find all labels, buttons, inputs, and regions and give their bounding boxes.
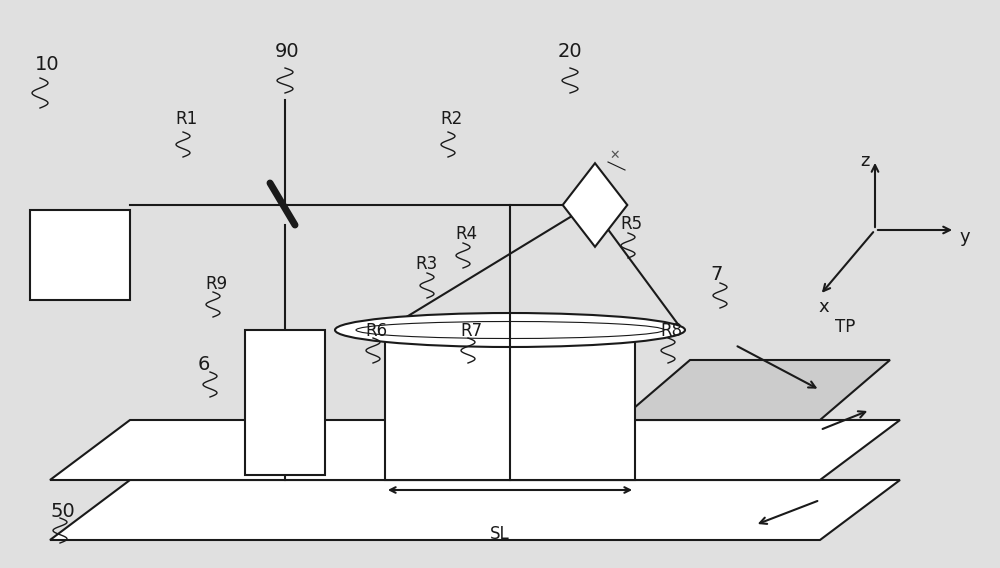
- Text: ✕: ✕: [610, 148, 620, 161]
- Text: R9: R9: [205, 275, 227, 293]
- Text: 90: 90: [275, 42, 300, 61]
- Bar: [30, 210, 130, 300]
- Polygon shape: [563, 163, 627, 247]
- Text: 7: 7: [710, 265, 722, 284]
- Text: 20: 20: [558, 42, 583, 61]
- Text: x: x: [818, 298, 829, 316]
- Text: 6: 6: [198, 355, 210, 374]
- Text: 50: 50: [50, 502, 75, 521]
- Polygon shape: [50, 420, 900, 480]
- Text: R2: R2: [440, 110, 462, 128]
- Text: y: y: [960, 228, 971, 246]
- Text: R6: R6: [365, 322, 387, 340]
- Text: R4: R4: [455, 225, 477, 243]
- Text: R1: R1: [175, 110, 197, 128]
- Text: R5: R5: [620, 215, 642, 233]
- Polygon shape: [620, 360, 890, 420]
- Text: z: z: [860, 152, 869, 170]
- Bar: [385, 330, 635, 480]
- Bar: [245, 330, 325, 475]
- Text: R7: R7: [460, 322, 482, 340]
- Polygon shape: [50, 480, 900, 540]
- Ellipse shape: [335, 313, 685, 347]
- Text: SL: SL: [490, 525, 510, 543]
- Text: R8: R8: [660, 322, 682, 340]
- Text: 10: 10: [35, 55, 60, 74]
- Text: TP: TP: [835, 318, 855, 336]
- Text: R3: R3: [415, 255, 437, 273]
